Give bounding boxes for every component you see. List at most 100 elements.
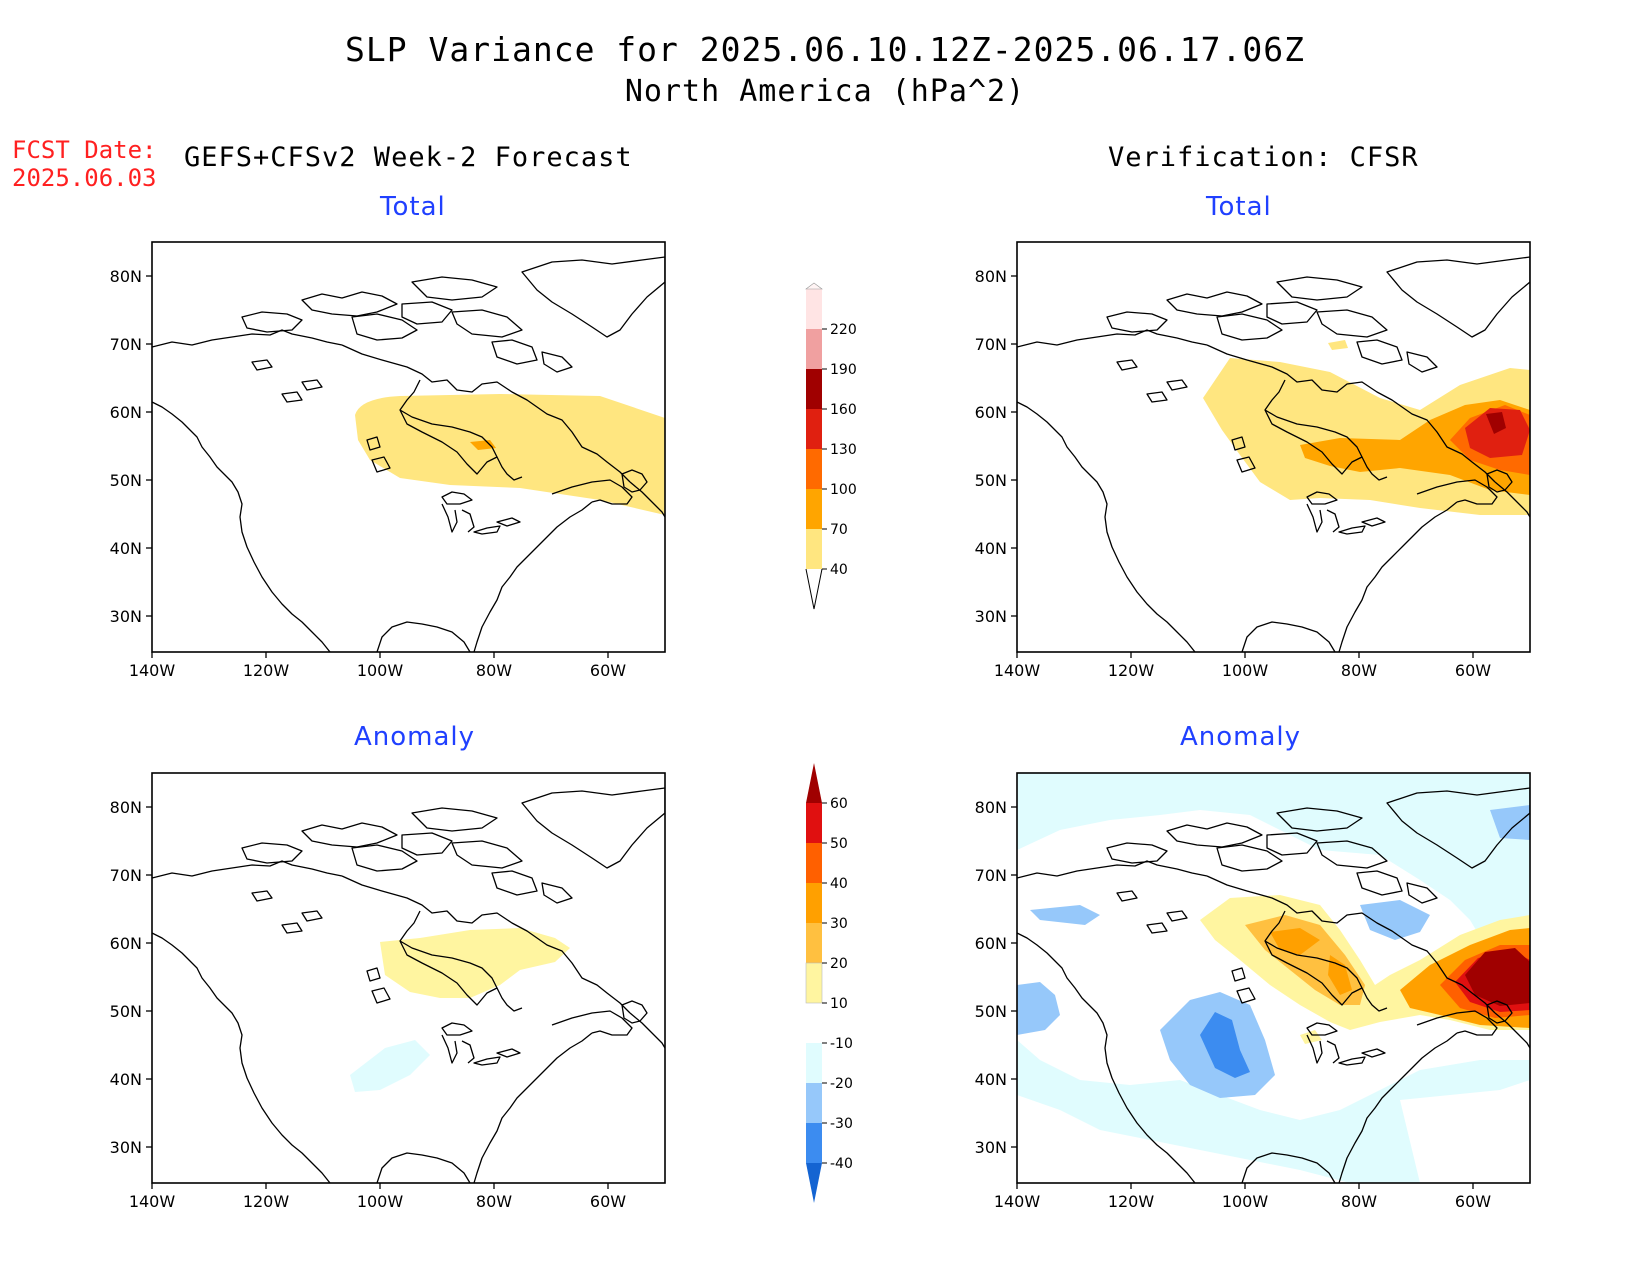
lat-tick-label: 40N <box>110 1070 142 1089</box>
lat-tick-label: 70N <box>110 866 142 885</box>
lat-tick-label: 50N <box>975 1002 1007 1021</box>
lat-tick-label: 80N <box>975 267 1007 286</box>
colorbar-swatch <box>806 1043 822 1083</box>
lon-tick-label: 60W <box>1455 1192 1491 1211</box>
fcst-date-block: FCST Date: 2025.06.03 <box>12 136 157 192</box>
lon-tick-label: 140W <box>994 661 1041 680</box>
lat-tick-label: 30N <box>110 607 142 626</box>
colorbar-swatch <box>806 1083 822 1123</box>
colorbar-tick-label: 40 <box>830 876 848 892</box>
lat-tick-label: 60N <box>110 934 142 953</box>
lat-tick-label: 80N <box>110 798 142 817</box>
figure-title: SLP Variance for 2025.06.10.12Z-2025.06.… <box>345 30 1305 69</box>
colorbar-tick-label: 50 <box>830 836 848 852</box>
variance-160-190-region <box>1486 412 1506 434</box>
colorbar-swatch <box>806 409 822 449</box>
lon-tick-label: 140W <box>129 661 176 680</box>
map-panel-forecast-anomaly <box>151 772 666 1184</box>
colorbar-tick-label: 40 <box>830 562 848 578</box>
lon-tick-label: 100W <box>357 661 404 680</box>
panel-title-verification-anomaly: Anomaly <box>1180 722 1302 752</box>
colorbar-tick-label: 100 <box>830 482 857 498</box>
forecast-column-header: GEFS+CFSv2 Week-2 Forecast <box>184 142 633 173</box>
colorbar-swatch <box>806 329 822 369</box>
colorbar-tick-label: 30 <box>830 916 848 932</box>
colorbar-anomaly: -40 -30 -20 -10 10 20 30 40 50 60 <box>805 763 853 1203</box>
fcst-date-value: 2025.06.03 <box>12 164 157 192</box>
lat-tick-label: 40N <box>975 1070 1007 1089</box>
lat-tick-label: 30N <box>110 1138 142 1157</box>
lat-tick-label: 70N <box>975 866 1007 885</box>
colorbar-tick-label: -10 <box>830 1036 853 1052</box>
verification-column-header: Verification: CFSR <box>1108 142 1419 173</box>
variance-130-160-region <box>1465 408 1530 458</box>
colorbar-tick-label: -40 <box>830 1156 853 1172</box>
colorbar-swatch <box>806 923 822 963</box>
lon-tick-label: 80W <box>1341 661 1377 680</box>
lat-tick-label: 50N <box>975 471 1007 490</box>
variance-70-100-region <box>470 440 496 450</box>
lat-tick-label: 70N <box>110 335 142 354</box>
lat-tick-label: 50N <box>110 1002 142 1021</box>
colorbar-tick-label: 20 <box>830 956 848 972</box>
anomaly-10-20-region <box>380 928 570 998</box>
lon-tick-label: 80W <box>476 1192 512 1211</box>
colorbar-swatch <box>806 1003 822 1043</box>
lon-tick-label: 120W <box>243 1192 290 1211</box>
colorbar-upper-arrow <box>805 282 823 290</box>
panel-title-forecast-total: Total <box>380 192 446 222</box>
lat-tick-label: 30N <box>975 607 1007 626</box>
lon-tick-label: 60W <box>1455 661 1491 680</box>
lat-tick-label: 40N <box>110 539 142 558</box>
lat-tick-label: 70N <box>975 335 1007 354</box>
colorbar-lower-arrow <box>805 568 823 610</box>
lon-tick-label: 120W <box>243 661 290 680</box>
lat-tick-label: 80N <box>110 267 142 286</box>
colorbar-swatch <box>806 963 822 1003</box>
colorbar-tick-label: -30 <box>830 1116 853 1132</box>
colorbar-swatch <box>806 529 822 569</box>
colorbar-tick-label: 10 <box>830 996 848 1012</box>
variance-40-70-region <box>1203 358 1530 515</box>
anomaly-neg30-neg40-region <box>1200 1012 1250 1078</box>
anomaly-neg10-neg20-region <box>350 1040 430 1092</box>
colorbar-lower-arrow <box>806 1163 822 1203</box>
colorbar-tick-label: 60 <box>830 796 848 812</box>
colorbar-swatch <box>806 449 822 489</box>
lon-tick-label: 80W <box>1341 1192 1377 1211</box>
map-axes: 80N 70N 60N 50N 40N 30N 140W 120W 100W 80W 60W 80N 7… <box>110 267 1492 1211</box>
colorbar-total: 40 70 100 130 160 190 220 <box>805 282 857 610</box>
colorbar-tick-label: 160 <box>830 402 857 418</box>
colorbar-upper-arrow <box>806 763 822 803</box>
figure-subtitle: North America (hPa^2) <box>624 74 1026 109</box>
panel-title-forecast-anomaly: Anomaly <box>354 722 476 752</box>
lat-tick-label: 60N <box>975 934 1007 953</box>
lat-tick-label: 40N <box>975 539 1007 558</box>
fcst-date-label: FCST Date: <box>12 136 157 164</box>
map-panel-verification-anomaly <box>1016 772 1531 1184</box>
lon-tick-label: 120W <box>1108 1192 1155 1211</box>
map-panel-forecast-total <box>151 241 666 653</box>
lon-tick-label: 60W <box>590 1192 626 1211</box>
lon-tick-label: 100W <box>1222 1192 1269 1211</box>
lon-tick-label: 100W <box>1222 661 1269 680</box>
lon-tick-label: 140W <box>129 1192 176 1211</box>
lon-tick-label: 80W <box>476 661 512 680</box>
colorbar-swatch <box>806 489 822 529</box>
map-panel-verification-total <box>1016 241 1531 653</box>
colorbar-tick-label: 70 <box>830 522 848 538</box>
lon-tick-label: 140W <box>994 1192 1041 1211</box>
colorbar-tick-label: -20 <box>830 1076 853 1092</box>
lat-tick-label: 60N <box>975 403 1007 422</box>
lat-tick-label: 30N <box>975 1138 1007 1157</box>
colorbar-swatch <box>806 1123 822 1163</box>
lon-tick-label: 120W <box>1108 661 1155 680</box>
colorbar-swatch <box>806 843 822 883</box>
anomaly-over-60-region <box>1465 948 1530 1006</box>
colorbar-tick-label: 190 <box>830 362 857 378</box>
lat-tick-label: 60N <box>110 403 142 422</box>
lat-tick-label: 80N <box>975 798 1007 817</box>
colorbar-swatch <box>806 289 822 329</box>
colorbar-tick-label: 130 <box>830 442 857 458</box>
